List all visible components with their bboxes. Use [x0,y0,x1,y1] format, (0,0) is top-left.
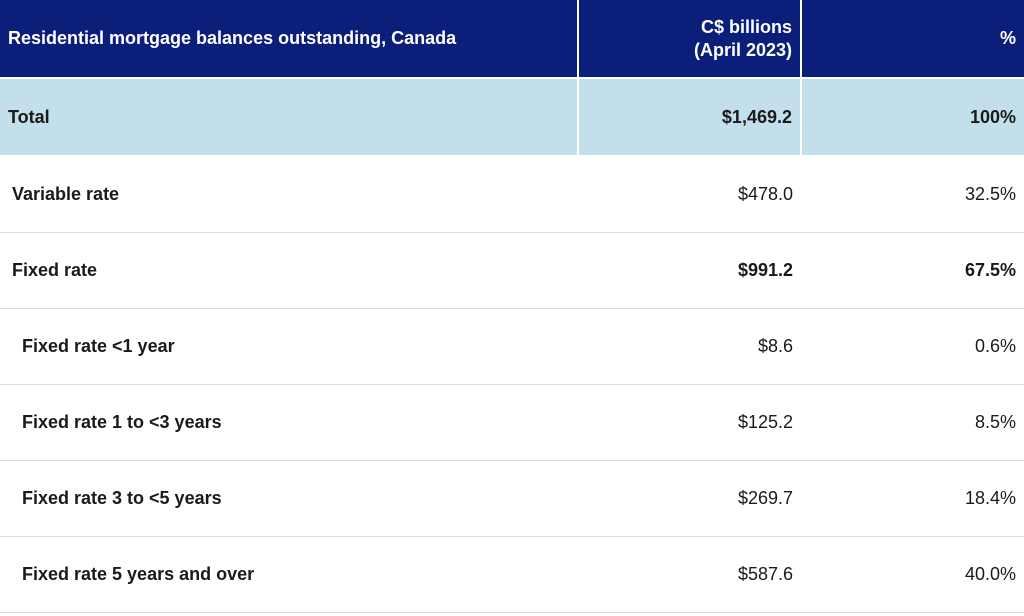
header-label: Residential mortgage balances outstandin… [0,0,579,79]
table-row-total: Total $1,469.2 100% [0,78,1024,157]
header-percent: % [801,0,1024,79]
row-percent: 40.0% [801,536,1024,613]
row-amount: $8.6 [578,308,801,385]
row-percent: 0.6% [801,308,1024,385]
row-percent: 67.5% [801,232,1024,309]
row-label: Fixed rate 3 to <5 years [0,460,578,537]
header-amount-line2: (April 2023) [693,39,792,60]
table-row-variable: Variable rate $478.0 32.5% [0,156,1024,233]
table-row-fixed-lt1: Fixed rate <1 year $8.6 0.6% [0,308,1024,385]
row-label: Variable rate [0,156,578,233]
row-label: Fixed rate [0,232,578,309]
row-amount: $991.2 [578,232,801,309]
table-header-row: Residential mortgage balances outstandin… [0,0,1024,79]
row-amount: $125.2 [578,384,801,461]
row-label: Total [0,78,579,157]
table-row-fixed: Fixed rate $991.2 67.5% [0,232,1024,309]
table-row-fixed-1to3: Fixed rate 1 to <3 years $125.2 8.5% [0,384,1024,461]
row-percent: 18.4% [801,460,1024,537]
row-amount: $1,469.2 [578,78,802,157]
row-label: Fixed rate 1 to <3 years [0,384,578,461]
header-amount: C$ billions (April 2023) [578,0,802,79]
row-percent: 8.5% [801,384,1024,461]
header-amount-line1: C$ billions [700,16,792,37]
table-row-fixed-5plus: Fixed rate 5 years and over $587.6 40.0% [0,536,1024,613]
row-amount: $587.6 [578,536,801,613]
row-amount: $269.7 [578,460,801,537]
row-amount: $478.0 [578,156,801,233]
row-percent: 32.5% [801,156,1024,233]
row-label: Fixed rate 5 years and over [0,536,578,613]
table-row-fixed-3to5: Fixed rate 3 to <5 years $269.7 18.4% [0,460,1024,537]
row-percent: 100% [801,78,1024,157]
row-label: Fixed rate <1 year [0,308,578,385]
